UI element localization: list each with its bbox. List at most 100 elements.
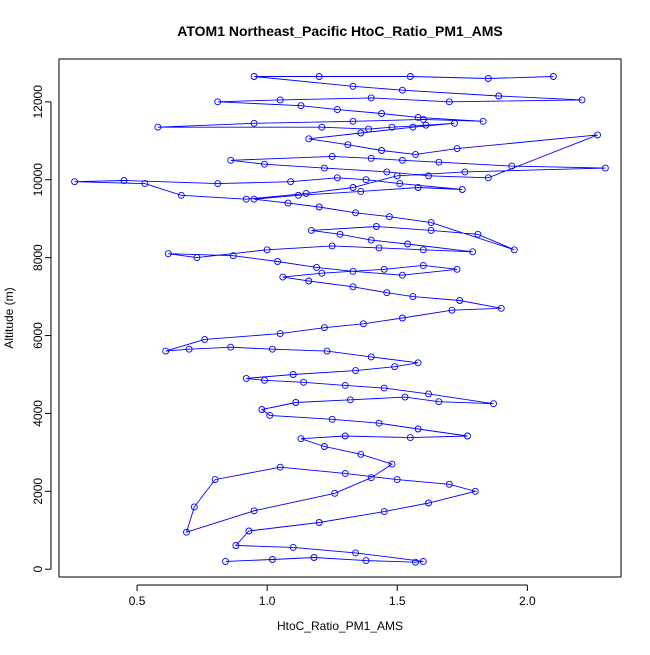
data-point [289, 543, 297, 551]
data-point [594, 131, 602, 139]
data-point [398, 86, 406, 94]
data-point [302, 189, 310, 197]
y-tick-label: 2000 [31, 478, 45, 505]
data-point [315, 519, 323, 526]
data-point [422, 121, 430, 129]
x-tick-label: 1.5 [389, 594, 406, 608]
data-point [357, 129, 365, 137]
data-point [242, 195, 250, 203]
data-point [409, 293, 417, 301]
data-point [344, 141, 352, 149]
data-point [318, 269, 326, 277]
data-point [414, 425, 422, 433]
data-point [305, 135, 313, 143]
y-tick-label: 10000 [31, 163, 45, 197]
data-point [352, 549, 360, 557]
data-point [346, 396, 354, 404]
plot-frame [58, 58, 622, 578]
data-point [294, 191, 302, 199]
y-tick-label: 0 [31, 566, 45, 573]
data-point [479, 117, 487, 125]
data-point [323, 347, 331, 355]
data-point [453, 145, 461, 153]
data-point [425, 172, 432, 180]
data-point [375, 244, 383, 252]
data-point [71, 178, 79, 186]
data-point [201, 335, 209, 343]
data-point [232, 542, 240, 549]
data-point [349, 283, 357, 291]
data-point [164, 250, 172, 258]
data-point [359, 320, 367, 328]
data-point [362, 176, 370, 184]
x-axis: 0.5 1.0 1.5 2.0 [129, 584, 536, 608]
data-point [274, 258, 282, 265]
data-point [380, 384, 388, 392]
data-point [414, 359, 422, 367]
data-point [313, 263, 321, 271]
data-point [349, 82, 357, 90]
data-point [333, 174, 341, 182]
data-point [328, 415, 336, 423]
data-point [300, 378, 308, 386]
data-point [341, 381, 349, 389]
data-point [276, 96, 284, 104]
data-point [310, 554, 318, 561]
x-tick-label: 0.5 [129, 594, 146, 608]
y-axis: 0 2000 4000 6000 8000 10000 12000 [31, 85, 52, 573]
data-point [261, 376, 268, 384]
data-point [464, 432, 471, 440]
data-point [279, 273, 287, 281]
data-point [391, 363, 399, 371]
data-point [367, 474, 375, 482]
data-point [406, 434, 414, 442]
data-point [245, 527, 253, 535]
data-point [320, 164, 328, 172]
data-point [388, 123, 396, 131]
data-point [162, 347, 170, 355]
y-axis-title: Altitude (m) [2, 287, 16, 348]
data-point [357, 187, 365, 195]
data-point [451, 119, 458, 127]
data-point [383, 289, 391, 297]
data-point [461, 168, 469, 176]
data-point [414, 113, 422, 121]
data-point [341, 432, 349, 440]
data-point [227, 156, 235, 164]
data-point [601, 164, 609, 172]
data-point [214, 180, 222, 188]
data-point [404, 240, 412, 248]
data-point [393, 172, 401, 180]
data-point [510, 246, 518, 254]
y-tick-label: 8000 [31, 244, 45, 271]
data-point [336, 230, 344, 238]
data-point [380, 508, 388, 516]
data-point [315, 73, 323, 80]
y-tick-label: 4000 [31, 400, 45, 427]
data-point [471, 487, 479, 495]
data-point [276, 463, 284, 471]
data-point [365, 125, 373, 133]
data-point [378, 110, 386, 117]
data-point [315, 203, 323, 211]
data-point [349, 184, 357, 191]
data-point [320, 443, 328, 450]
data-point [401, 393, 409, 401]
data-point [484, 174, 492, 182]
data-point [211, 476, 219, 484]
data-point [120, 177, 128, 184]
x-axis-title: HtoC_Ratio_PM1_AMS [277, 619, 403, 633]
data-point [177, 191, 185, 199]
data-point [427, 219, 435, 227]
data-point [367, 353, 375, 361]
data-point [367, 154, 375, 162]
data-point [372, 223, 380, 230]
data-point [383, 168, 391, 176]
data-point [305, 277, 313, 285]
data-point [508, 162, 516, 170]
chart-title: ATOM1 Northeast_Pacific HtoC_Ratio_PM1_A… [177, 23, 502, 39]
data-point [331, 489, 339, 497]
data-point [242, 374, 250, 382]
data-point [393, 476, 401, 484]
